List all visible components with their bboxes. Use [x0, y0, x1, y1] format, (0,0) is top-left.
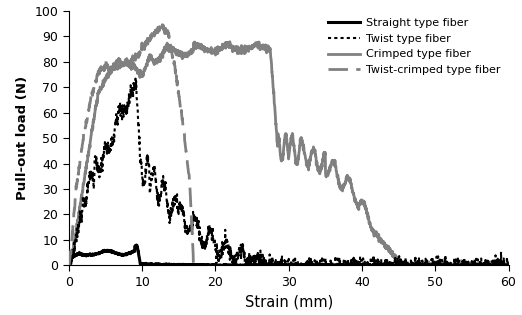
Twist type fiber — [493, 264, 499, 267]
Legend: Straight type fiber, Twist type fiber, Crimped type fiber, Twist-crimped type fi: Straight type fiber, Twist type fiber, C… — [326, 16, 503, 77]
Crimped type fiber — [412, 263, 419, 266]
Line: Twist-crimped type fiber: Twist-crimped type fiber — [69, 25, 194, 266]
Crimped type fiber — [66, 264, 73, 267]
Twist type fiber — [505, 259, 512, 263]
Crimped type fiber — [505, 261, 512, 265]
Straight type fiber — [412, 263, 419, 267]
Twist-crimped type fiber — [161, 23, 168, 26]
Straight type fiber — [66, 263, 72, 267]
Twist-crimped type fiber — [133, 55, 139, 59]
Twist-crimped type fiber — [126, 62, 132, 66]
Line: Crimped type fiber: Crimped type fiber — [69, 42, 508, 266]
Twist-crimped type fiber — [125, 63, 131, 67]
Twist-crimped type fiber — [187, 201, 194, 205]
Straight type fiber — [133, 243, 139, 247]
Twist type fiber — [280, 264, 286, 267]
Twist type fiber — [66, 264, 72, 267]
Crimped type fiber — [268, 60, 275, 64]
Line: Straight type fiber: Straight type fiber — [69, 245, 508, 266]
Twist type fiber — [133, 77, 139, 81]
X-axis label: Strain (mm): Strain (mm) — [244, 295, 333, 309]
Y-axis label: Pull-out load (N): Pull-out load (N) — [16, 76, 29, 200]
Twist-crimped type fiber — [66, 264, 72, 267]
Crimped type fiber — [493, 264, 499, 267]
Twist-crimped type fiber — [168, 50, 174, 54]
Twist-crimped type fiber — [191, 264, 197, 267]
Straight type fiber — [280, 263, 286, 267]
Twist-crimped type fiber — [140, 46, 146, 50]
Straight type fiber — [268, 263, 275, 266]
Straight type fiber — [137, 264, 144, 267]
Straight type fiber — [505, 264, 512, 267]
Crimped type fiber — [88, 130, 94, 134]
Twist type fiber — [268, 259, 275, 263]
Crimped type fiber — [66, 263, 72, 267]
Straight type fiber — [493, 263, 500, 267]
Crimped type fiber — [280, 152, 286, 156]
Straight type fiber — [88, 253, 94, 256]
Twist type fiber — [493, 260, 499, 263]
Crimped type fiber — [227, 40, 233, 43]
Twist type fiber — [412, 264, 419, 267]
Twist type fiber — [88, 174, 94, 178]
Straight type fiber — [493, 264, 499, 267]
Line: Twist type fiber: Twist type fiber — [69, 79, 508, 266]
Crimped type fiber — [493, 264, 500, 267]
